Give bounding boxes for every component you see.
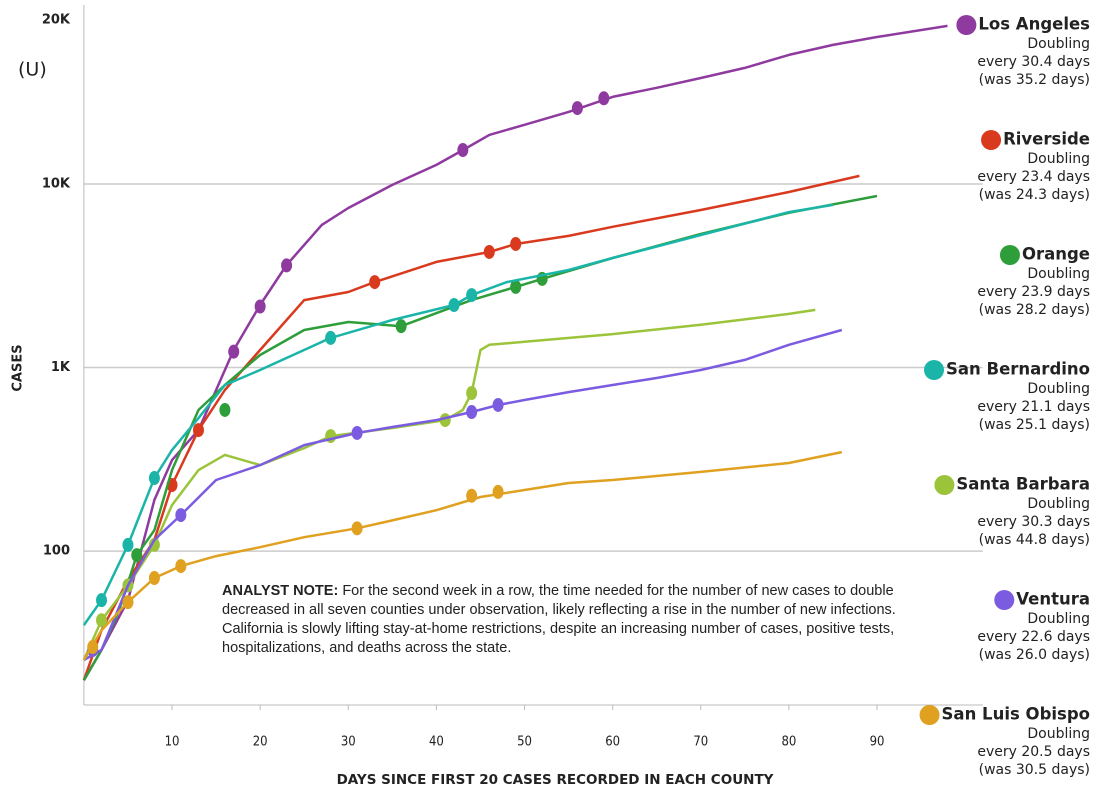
legend-doubling: (was 35.2 days) <box>979 72 1090 88</box>
legend-doubling: Doubling <box>1027 36 1090 52</box>
legend-swatch <box>919 705 940 725</box>
legend-label: Santa Barbara <box>956 475 1090 494</box>
data-marker <box>175 559 187 574</box>
note-label: ANALYST NOTE: <box>222 583 339 599</box>
data-marker <box>492 397 504 412</box>
legend-label: Los Angeles <box>978 15 1090 34</box>
data-marker <box>351 425 363 440</box>
legend-doubling: Doubling <box>1027 381 1090 397</box>
data-marker <box>325 330 337 345</box>
legend-doubling: (was 28.2 days) <box>979 302 1090 318</box>
analyst-note: ANALYST NOTE: For the second week in a r… <box>222 582 897 658</box>
data-marker <box>448 298 460 313</box>
data-marker <box>148 571 160 586</box>
legend-doubling: (was 26.0 days) <box>979 647 1090 663</box>
note-text: For the second week in a row, the time n… <box>222 583 896 656</box>
data-marker <box>148 471 160 486</box>
data-marker <box>96 593 108 608</box>
legend-swatch <box>924 360 945 380</box>
x-tick-label: 60 <box>605 735 620 750</box>
data-marker <box>369 275 381 290</box>
legend-swatch <box>956 15 977 35</box>
data-marker <box>228 344 240 359</box>
data-marker <box>571 101 583 116</box>
y-top-label: 20K <box>42 13 71 28</box>
data-marker <box>598 91 610 106</box>
data-marker <box>351 521 363 536</box>
series-line <box>83 328 843 662</box>
data-marker <box>510 279 522 294</box>
y-tick-label: 10K <box>42 176 71 191</box>
classification: (U) <box>18 59 47 81</box>
x-axis-label: DAYS SINCE FIRST 20 CASES RECORDED IN EA… <box>337 772 774 788</box>
legend-swatch <box>981 130 1002 150</box>
data-marker <box>483 244 495 259</box>
legend-doubling: Doubling <box>1027 266 1090 282</box>
data-marker <box>192 423 204 438</box>
legend-doubling: every 23.9 days <box>977 284 1090 300</box>
legend-swatch <box>934 475 955 495</box>
legend-label: Ventura <box>1016 590 1090 609</box>
legend-doubling: Doubling <box>1027 496 1090 512</box>
legend-label: San Luis Obispo <box>942 705 1090 724</box>
data-marker <box>122 595 134 610</box>
y-tick-label: 100 <box>43 544 70 559</box>
data-marker <box>395 319 407 334</box>
legend-doubling: (was 25.1 days) <box>979 417 1090 433</box>
legend-doubling: every 22.6 days <box>977 629 1090 645</box>
legend-swatch <box>999 245 1020 265</box>
y-tick-label: 1K <box>51 360 71 375</box>
legend-doubling: Doubling <box>1027 611 1090 627</box>
data-marker <box>87 640 99 655</box>
series-line <box>82 24 948 681</box>
data-marker <box>457 143 469 158</box>
legend-label: Orange <box>1022 245 1090 264</box>
legend-doubling: Doubling <box>1027 726 1090 742</box>
legend-swatch <box>994 590 1015 610</box>
legend-label: San Bernardino <box>946 360 1090 379</box>
data-marker <box>254 299 266 314</box>
legend-doubling: every 20.5 days <box>977 744 1090 760</box>
data-marker <box>510 236 522 251</box>
legend-doubling: (was 30.5 days) <box>979 762 1090 778</box>
x-tick-label: 80 <box>781 735 796 750</box>
legend-doubling: every 30.4 days <box>977 54 1090 70</box>
data-marker <box>148 537 160 552</box>
legend-doubling: (was 44.8 days) <box>979 532 1090 548</box>
data-marker <box>96 613 108 628</box>
legend-doubling: (was 24.3 days) <box>979 187 1090 203</box>
x-tick-label: 40 <box>429 735 444 750</box>
data-marker <box>466 488 478 503</box>
data-marker <box>492 484 504 499</box>
series-line <box>82 203 834 626</box>
x-tick-label: 10 <box>165 735 180 750</box>
data-marker <box>131 548 143 563</box>
data-marker <box>281 258 293 273</box>
x-tick-label: 90 <box>870 735 885 750</box>
legend-doubling: every 23.4 days <box>977 169 1090 185</box>
legend-doubling: every 21.1 days <box>977 399 1090 415</box>
x-tick-label: 20 <box>253 735 268 750</box>
data-marker <box>219 402 231 417</box>
legend-doubling: every 30.3 days <box>977 514 1090 530</box>
data-marker <box>466 386 478 401</box>
data-marker <box>175 508 187 523</box>
x-tick-label: 30 <box>341 735 356 750</box>
y-axis-label: CASES <box>11 344 26 391</box>
x-tick-label: 50 <box>517 735 532 750</box>
data-marker <box>122 537 134 552</box>
legend-label: Riverside <box>1003 130 1090 149</box>
data-marker <box>466 405 478 420</box>
data-marker <box>466 288 478 303</box>
x-tick-label: 70 <box>693 735 708 750</box>
legend-doubling: Doubling <box>1027 151 1090 167</box>
